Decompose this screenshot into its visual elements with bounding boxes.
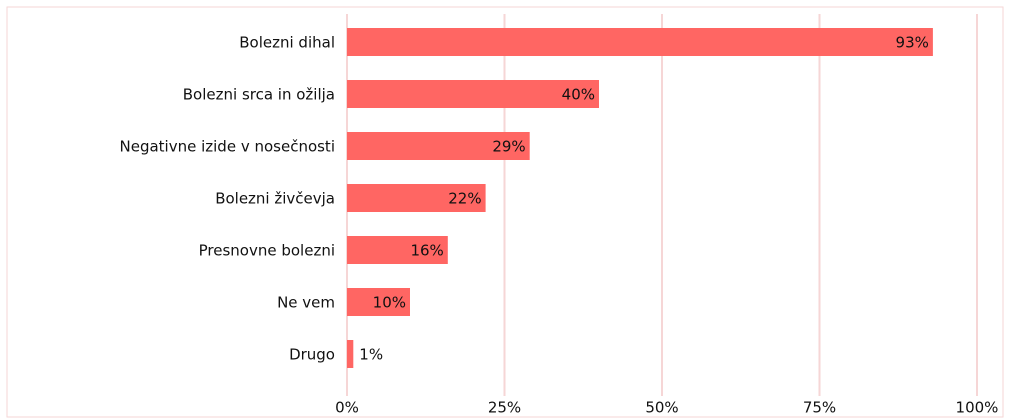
y-tick-label: Negativne izide v nosečnosti <box>120 138 336 156</box>
x-tick-label: 25% <box>488 399 521 417</box>
bar <box>347 236 448 264</box>
value-label: 1% <box>359 346 383 364</box>
value-label: 93% <box>896 34 929 52</box>
bar <box>347 184 486 212</box>
y-tick-label: Bolezni živčevja <box>215 190 335 208</box>
bar <box>347 28 933 56</box>
y-tick-label: Ne vem <box>277 294 335 312</box>
value-label: 29% <box>492 138 525 156</box>
x-tick-label: 0% <box>335 399 359 417</box>
bar <box>347 132 530 160</box>
y-tick-label: Bolezni srca in ožilja <box>183 86 335 104</box>
x-tick-label: 50% <box>645 399 678 417</box>
y-tick-label: Drugo <box>289 346 335 364</box>
bar <box>347 340 354 368</box>
chart-border <box>6 6 1004 418</box>
bar <box>347 288 410 316</box>
value-label: 22% <box>448 190 481 208</box>
value-label: 16% <box>410 242 443 260</box>
value-label: 10% <box>373 294 406 312</box>
y-tick-label: Bolezni dihal <box>239 34 335 52</box>
value-label: 40% <box>562 86 595 104</box>
x-tick-label: 100% <box>956 399 999 417</box>
bar <box>347 80 599 108</box>
x-tick-label: 75% <box>803 399 836 417</box>
y-tick-label: Presnovne bolezni <box>199 242 335 260</box>
